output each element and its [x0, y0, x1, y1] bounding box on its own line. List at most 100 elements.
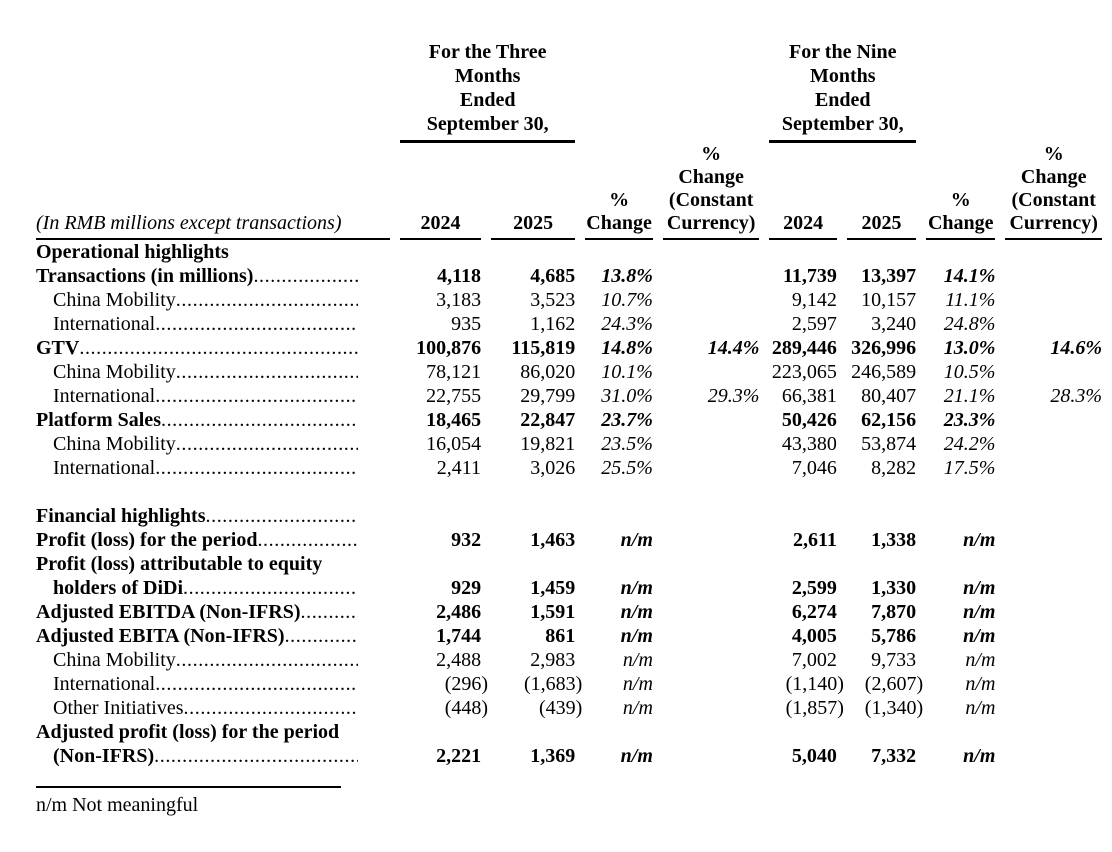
- value-cell: 19,821: [520, 433, 576, 455]
- value-cell: 861: [545, 625, 576, 647]
- row-label: China Mobility: [36, 432, 390, 456]
- table-row: Platform Sales 18,465 22,847 23.7% 50,426 62,…: [36, 408, 1102, 432]
- value-cell: n/m: [620, 529, 653, 551]
- value-cell: n/m: [622, 697, 653, 719]
- row-label-text: Adjusted EBITDA (Non-IFRS): [36, 601, 301, 623]
- value-cell: n/m: [965, 649, 996, 671]
- value-cell: 2,488: [436, 649, 482, 671]
- value-cell: [1005, 504, 1102, 528]
- value-cell: 935: [451, 313, 482, 335]
- value-cell: [400, 240, 481, 264]
- header-spacer-cell: [1005, 40, 1102, 143]
- table-row: Financial highlights: [36, 504, 1102, 528]
- value-cell: 23.3%: [943, 409, 996, 431]
- value-cell: [1005, 432, 1102, 456]
- value-cell: n/m: [965, 673, 996, 695]
- value-cell: 16,054: [426, 433, 482, 455]
- value-cell: 10.5%: [943, 361, 996, 383]
- value-cell: (439): [538, 697, 583, 719]
- value-cell: 5,786: [871, 625, 917, 647]
- row-label: Profit (loss) attributable to equity: [36, 552, 390, 576]
- value-cell: 78,121: [426, 361, 482, 383]
- row-label-text: Profit (loss) for the period: [36, 529, 258, 551]
- row-label-text: Financial highlights: [36, 505, 206, 527]
- header-spacer-cell: [36, 40, 390, 143]
- value-cell: 10,157: [861, 289, 917, 311]
- row-label-text: International: [53, 385, 156, 407]
- unit-note: (In RMB millions except transactions): [36, 143, 391, 240]
- value-cell: 14.6%: [1050, 337, 1102, 359]
- value-cell: 2,221: [436, 745, 482, 767]
- col-header-9m-pct-change: % Change: [926, 143, 996, 240]
- value-cell: [491, 504, 575, 528]
- table-row: Adjusted profit (loss) for the period: [36, 720, 1102, 744]
- dot-leader: [176, 649, 358, 671]
- value-cell: n/m: [620, 601, 653, 623]
- row-label: Platform Sales: [36, 408, 390, 432]
- value-cell: 1,162: [530, 313, 576, 335]
- dot-leader: [161, 409, 358, 431]
- value-cell: 1,744: [436, 625, 482, 647]
- header-spacer-cell: [585, 40, 653, 143]
- value-cell: [847, 504, 916, 528]
- dot-leader: [257, 529, 358, 551]
- period-group-row: For the Three Months Ended September 30,…: [36, 40, 1102, 143]
- value-cell: 6,274: [791, 601, 837, 623]
- row-label: China Mobility: [36, 648, 390, 672]
- value-cell: 932: [451, 529, 482, 551]
- table-row: holders of DiDi 929 1,459 n/m 2,599 1,330 n/m: [36, 576, 1102, 600]
- value-cell: 7,046: [791, 457, 837, 479]
- row-label-text: holders of DiDi: [53, 577, 183, 599]
- value-cell: 7,332: [871, 745, 917, 767]
- row-label: GTV: [36, 336, 390, 360]
- value-cell: 14.1%: [943, 265, 996, 287]
- value-cell: n/m: [620, 745, 653, 767]
- value-cell: [1005, 648, 1102, 672]
- value-cell: [1005, 600, 1102, 624]
- value-cell: [847, 552, 916, 576]
- row-label: International: [36, 312, 390, 336]
- row-label-text: Other Initiatives: [53, 697, 184, 719]
- value-cell: [1005, 240, 1102, 264]
- value-cell: [847, 720, 916, 744]
- value-cell: 13,397: [861, 265, 917, 287]
- value-cell: [1005, 360, 1102, 384]
- value-cell: 22,847: [520, 409, 576, 431]
- value-cell: 2,597: [791, 313, 837, 335]
- table-row: Other Initiatives (448) (439) n/m (1,857) (1,…: [36, 696, 1102, 720]
- header-spacer-cell: [926, 40, 995, 143]
- value-cell: 43,380: [781, 433, 837, 455]
- col-header-9m-pct-change-constant-currency: % Change (Constant Currency): [1005, 143, 1102, 240]
- dot-leader: [155, 385, 358, 407]
- value-cell: n/m: [622, 649, 653, 671]
- value-cell: [847, 240, 916, 264]
- value-cell: 1,338: [871, 529, 917, 551]
- value-cell: [926, 240, 995, 264]
- dot-leader: [176, 433, 358, 455]
- value-cell: 17.5%: [943, 457, 996, 479]
- value-cell: [926, 552, 995, 576]
- row-label-text: China Mobility: [53, 361, 176, 383]
- value-cell: 24.3%: [601, 313, 653, 335]
- value-cell: 9,733: [871, 649, 917, 671]
- table-row: Transactions (in millions) 4,118 4,685 13.8…: [36, 264, 1102, 288]
- table-row: Operational highlights: [36, 240, 1102, 264]
- value-cell: 4,005: [791, 625, 837, 647]
- dot-leader: [253, 265, 358, 287]
- dot-leader: [155, 457, 358, 479]
- value-cell: [585, 552, 653, 576]
- financial-results-table: For the Three Months Ended September 30,…: [26, 40, 1112, 768]
- value-cell: 29,799: [520, 385, 576, 407]
- value-cell: 1,369: [530, 745, 576, 767]
- table-row: Adjusted EBITDA (Non-IFRS) 2,486 1,591 n/m 6…: [36, 600, 1102, 624]
- value-cell: 22,755: [426, 385, 482, 407]
- col-header-q3-2024: 2024: [400, 143, 482, 240]
- value-cell: [663, 744, 760, 768]
- dot-leader: [184, 697, 358, 719]
- dot-leader: [155, 313, 358, 335]
- value-cell: 1,591: [530, 601, 576, 623]
- value-cell: [585, 720, 653, 744]
- value-cell: [663, 600, 760, 624]
- value-cell: [491, 720, 575, 744]
- dot-leader: [285, 625, 358, 647]
